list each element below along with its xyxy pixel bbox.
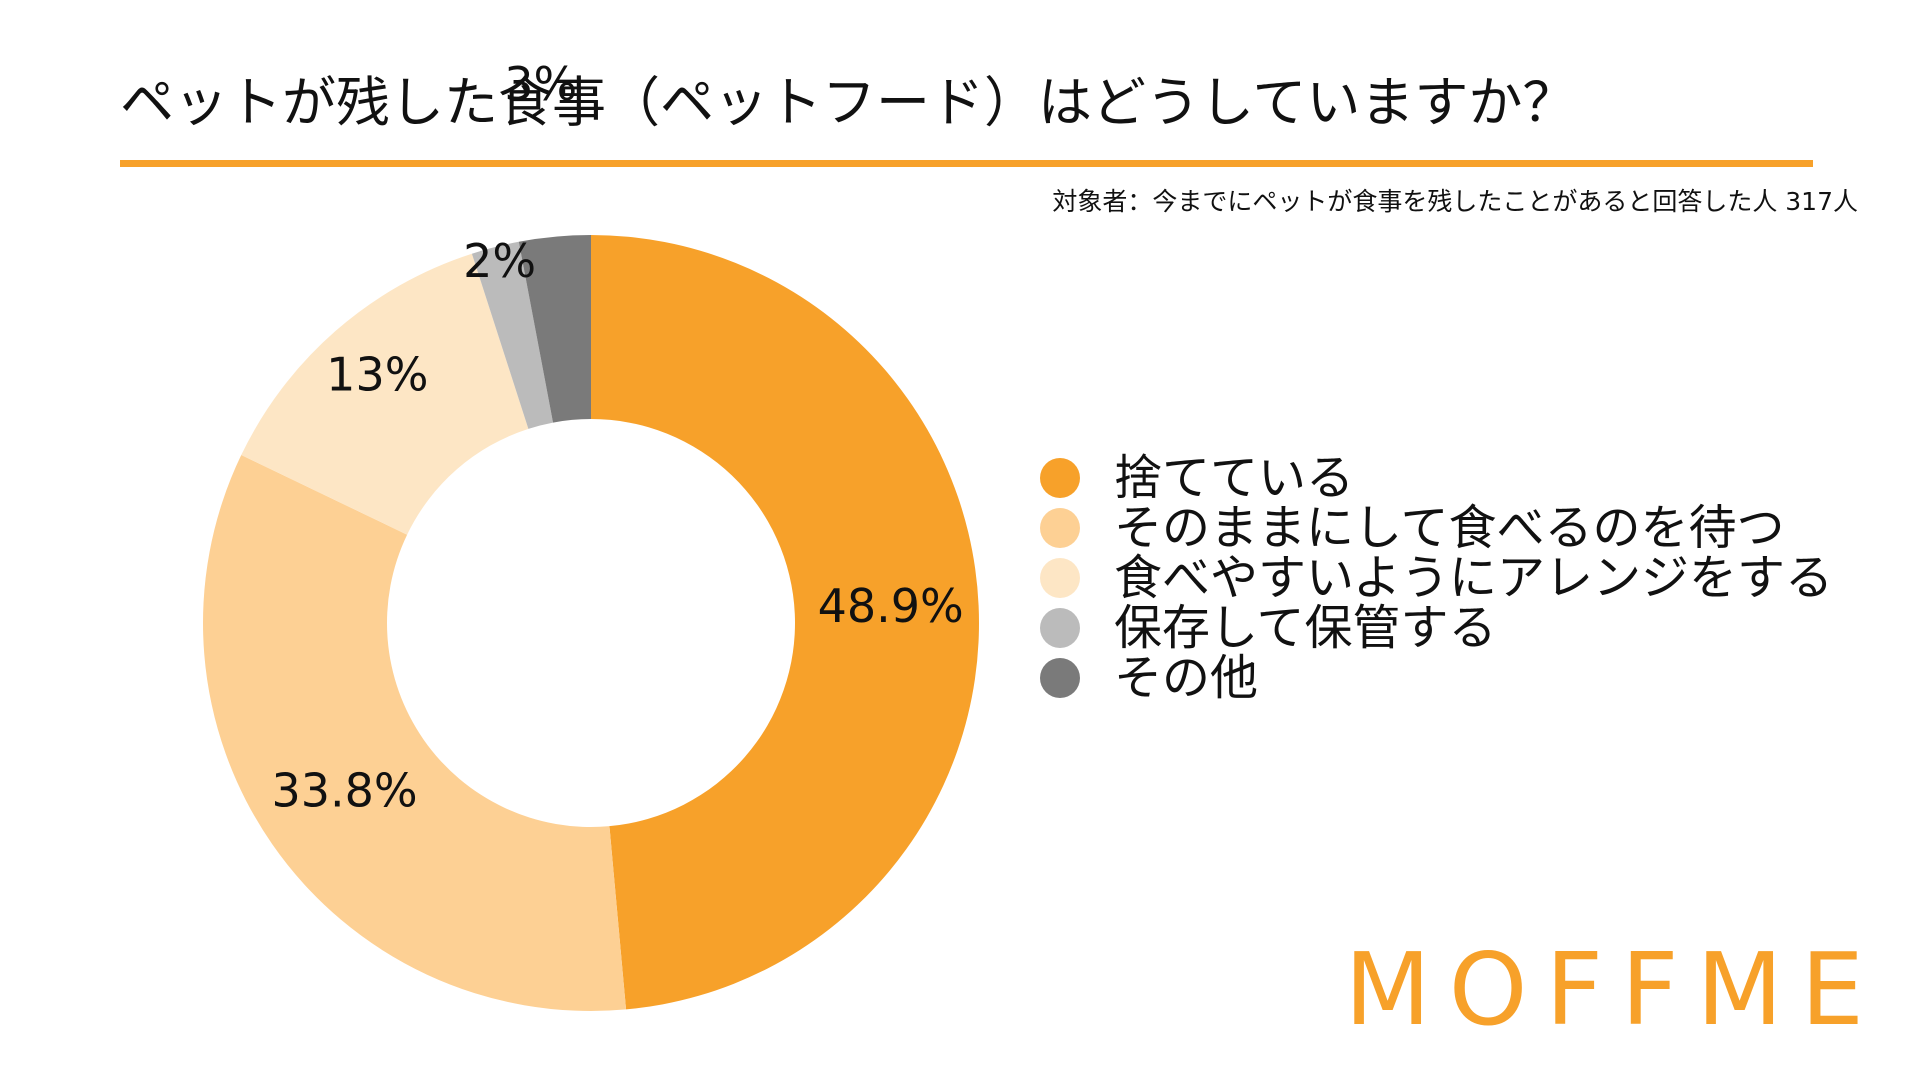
pie-slice	[591, 235, 979, 1010]
legend-swatch	[1040, 458, 1080, 498]
legend-label: その他	[1114, 650, 1259, 706]
legend-label: 保存して保管する	[1114, 600, 1497, 656]
slice-data-label: 13%	[326, 348, 428, 402]
chart-title: ペットが残した食事（ペットフード）はどうしていますか？	[120, 71, 1577, 134]
legend-item: そのままにして食べるのを待つ	[1040, 503, 1833, 553]
legend-label: 食べやすいようにアレンジをする	[1114, 550, 1834, 606]
legend-swatch	[1040, 608, 1080, 648]
legend-item: 食べやすいようにアレンジをする	[1040, 553, 1833, 603]
brand-logo: MOFFME	[1344, 931, 1882, 1048]
legend-swatch	[1040, 558, 1080, 598]
slice-data-label: 48.9%	[818, 579, 964, 633]
legend-item: 保存して保管する	[1040, 603, 1833, 653]
legend-swatch	[1040, 508, 1080, 548]
pie-slice	[241, 253, 529, 535]
data-label-group: 48.9% 33.8% 13% 2% 3%	[271, 57, 963, 818]
legend-label: そのままにして食べるのを待つ	[1114, 500, 1785, 556]
chart-legend: 捨てている そのままにして食べるのを待つ 食べやすいようにアレンジをする 保存して保管…	[1040, 453, 1833, 703]
chart-subtitle: 対象者：今までにペットが食事を残したことがあると回答した人 317人	[1052, 187, 1858, 216]
slice-data-label: 2%	[463, 234, 536, 288]
slice-group	[202, 235, 979, 1011]
slice-data-label: 33.8%	[271, 764, 417, 818]
legend-swatch	[1040, 658, 1080, 698]
legend-item: 捨てている	[1040, 453, 1833, 503]
pie-slice	[471, 241, 554, 429]
legend-item: その他	[1040, 653, 1833, 703]
legend-label: 捨てている	[1114, 450, 1355, 506]
slice-data-label: 3%	[504, 57, 577, 111]
title-underline	[120, 160, 1813, 167]
pie-slice	[202, 455, 627, 1011]
pie-slice	[518, 235, 591, 423]
